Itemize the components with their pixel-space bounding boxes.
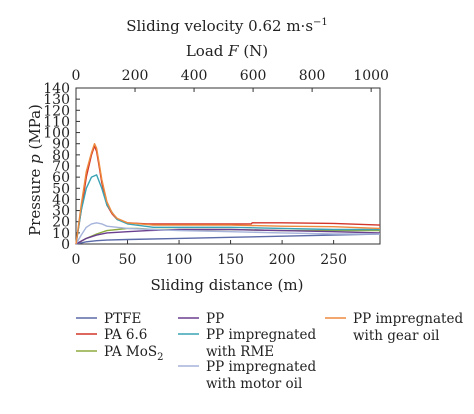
x-tick-label: 200 [269, 252, 296, 268]
x-tick-label: 0 [72, 252, 81, 268]
x-tick-label: 150 [217, 252, 244, 268]
legend-label-4: PP [206, 311, 224, 327]
y-tick-label: 130 [43, 92, 70, 108]
legend-label-2: PA 6.6 [104, 327, 147, 343]
y-tick-label: 140 [43, 81, 70, 97]
y-tick-label: 120 [43, 103, 70, 119]
y-tick-label: 80 [52, 148, 70, 164]
y-tick-label: 20 [52, 215, 70, 231]
y-tick-label: 30 [52, 204, 70, 220]
series-line-4 [75, 228, 381, 245]
x2-tick-label: 800 [299, 68, 326, 84]
series-line-3 [75, 227, 380, 245]
series-group [75, 142, 381, 245]
y-tick-label: 50 [52, 181, 70, 197]
y-tick-label: 60 [52, 170, 70, 186]
legend-label-6: with motor oil [206, 376, 302, 392]
series-line-1 [75, 233, 381, 245]
y-tick-label: 110 [43, 114, 70, 130]
y-tick-label: 40 [52, 192, 70, 208]
series-line-5 [75, 174, 380, 245]
legend-label-6: PP impregnated [206, 359, 316, 375]
x2-tick-label: 1000 [353, 68, 389, 84]
y-tick-label: 0 [61, 237, 70, 253]
x-tick-label: 100 [166, 252, 193, 268]
series-line-7 [75, 142, 381, 245]
y-tick-label: 10 [52, 226, 70, 242]
x2-tick-label: 0 [72, 68, 81, 84]
x2-tick-label: 600 [240, 68, 267, 84]
series-line-6 [75, 222, 380, 245]
legend-label-5: PP impregnated [206, 327, 316, 343]
legend-label-7: PP impregnated [353, 311, 463, 327]
x-tick-label: 250 [320, 252, 347, 268]
x-axis-title: Sliding distance (m) [150, 276, 303, 294]
y-tick-label: 90 [52, 137, 70, 153]
legend-label-7: with gear oil [353, 328, 439, 344]
top-title-load: Load F (N) [186, 42, 268, 60]
x2-tick-label: 200 [122, 68, 149, 84]
legend-label-5: with RME [206, 344, 274, 360]
legend-label-3: PA MoS2 [104, 344, 163, 363]
x-tick-label: 50 [119, 252, 137, 268]
top-title-velocity: Sliding velocity 0.62 m·s−1 [126, 17, 328, 35]
y-axis-title: Pressure p (MPa) [26, 104, 44, 236]
y-tick-label: 70 [52, 159, 70, 175]
x2-tick-label: 400 [181, 68, 208, 84]
legend-label-1: PTFE [104, 311, 141, 327]
y-tick-label: 100 [43, 126, 70, 142]
